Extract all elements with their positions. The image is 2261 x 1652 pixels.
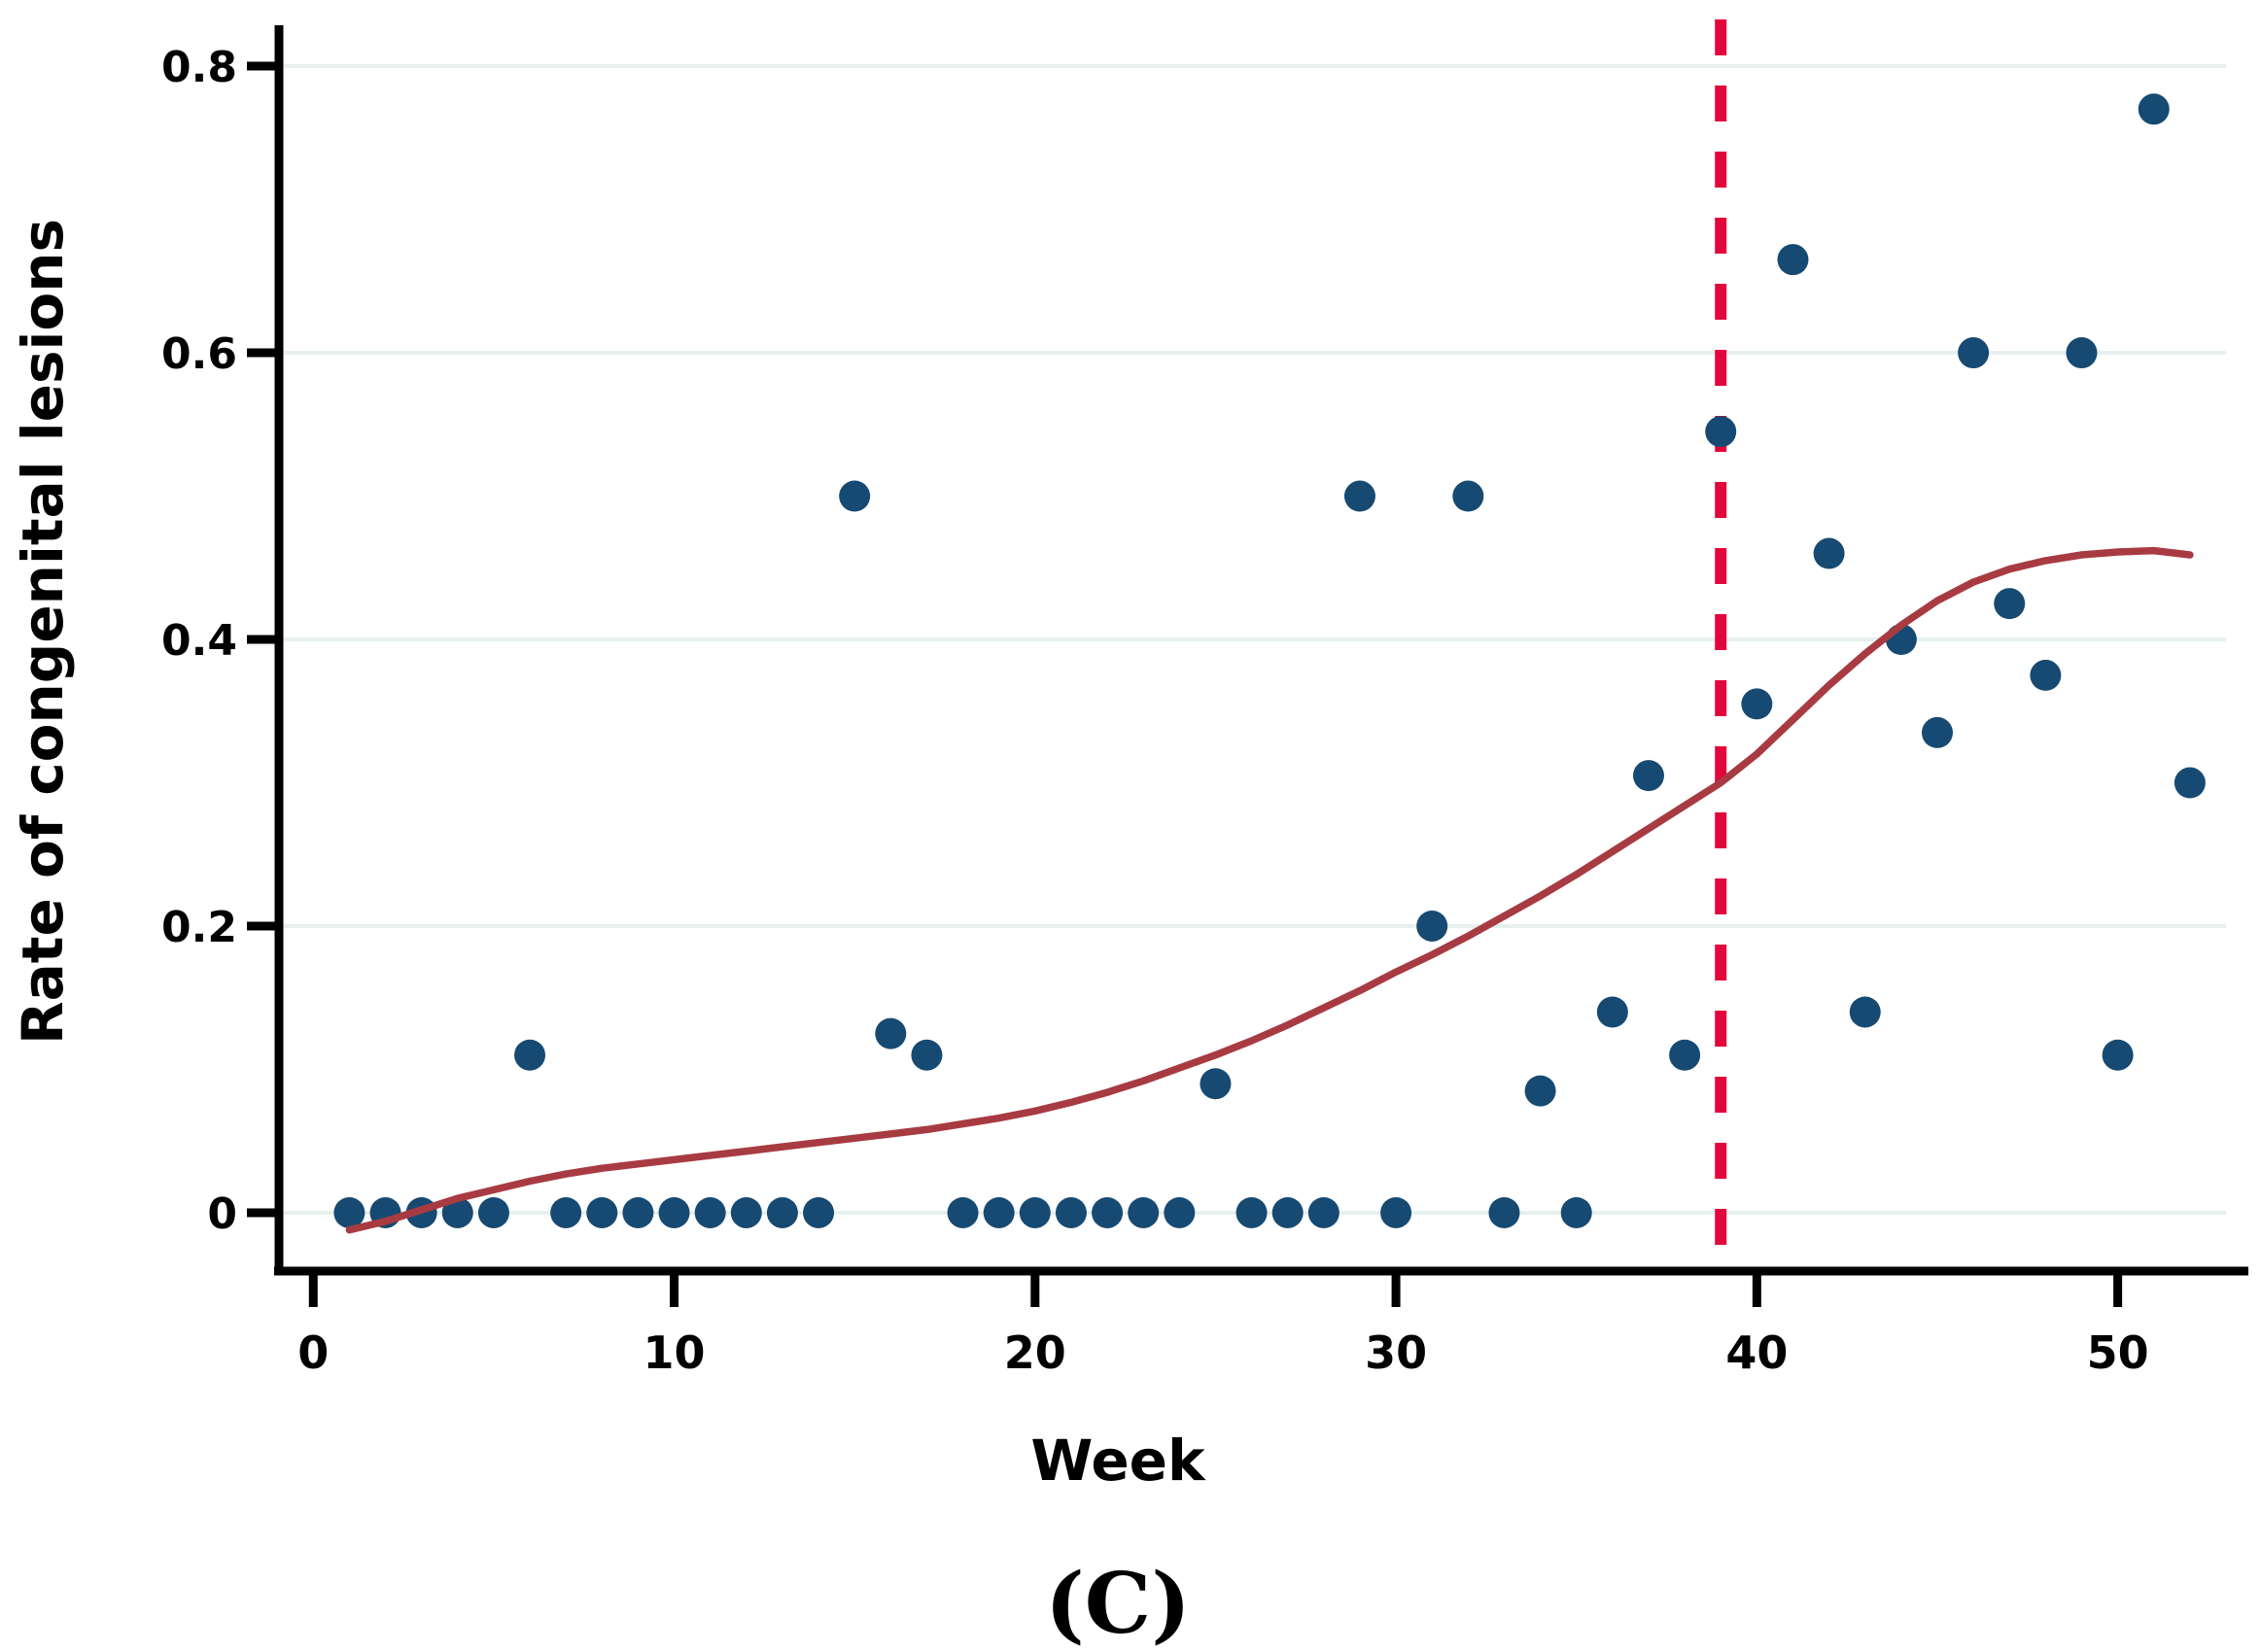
data-point-week-13 <box>766 1196 798 1228</box>
data-point-week-11 <box>694 1196 726 1228</box>
data-point-week-12 <box>730 1196 762 1228</box>
y-tick-label: 0 <box>207 1189 237 1239</box>
data-point-week-38 <box>1669 1039 1701 1071</box>
data-point-week-29 <box>1343 480 1375 512</box>
data-point-week-15 <box>839 480 871 512</box>
data-point-week-41 <box>1777 244 1809 276</box>
data-point-week-19 <box>983 1196 1015 1228</box>
gridlines-group <box>283 64 2226 1215</box>
data-point-week-9 <box>622 1196 654 1228</box>
data-point-week-26 <box>1235 1196 1268 1228</box>
data-point-week-21 <box>1055 1196 1087 1228</box>
data-point-week-36 <box>1596 996 1628 1028</box>
lowess-curve <box>345 546 2194 1234</box>
data-point-week-1 <box>333 1196 365 1228</box>
data-point-week-49 <box>2066 337 2098 369</box>
data-point-week-39 <box>1705 416 1737 448</box>
y-tick-label: 0.8 <box>161 43 237 92</box>
data-point-week-43 <box>1849 996 1881 1028</box>
scatter-points-group <box>333 93 2206 1228</box>
data-point-week-8 <box>586 1196 618 1228</box>
data-point-week-45 <box>1921 716 1953 748</box>
data-point-week-32 <box>1452 480 1484 512</box>
data-point-week-27 <box>1271 1196 1304 1228</box>
x-axis-title: Week <box>1030 1428 1206 1494</box>
x-tick-label: 20 <box>1004 1326 1066 1379</box>
data-point-week-51 <box>2138 93 2170 125</box>
data-point-week-30 <box>1380 1196 1412 1228</box>
y-tick-label: 0.6 <box>161 329 237 379</box>
x-ticks-group: 0 10 20 30 40 50 <box>297 1273 2149 1379</box>
data-point-week-28 <box>1307 1196 1339 1228</box>
x-tick-label: 50 <box>2087 1326 2149 1379</box>
data-point-week-23 <box>1128 1196 1160 1228</box>
y-axis-title: Rate of congenital lesions <box>10 219 76 1045</box>
data-point-week-18 <box>947 1196 979 1228</box>
data-point-week-33 <box>1488 1196 1520 1228</box>
data-point-week-16 <box>875 1017 907 1050</box>
data-point-week-42 <box>1813 537 1845 569</box>
data-point-week-24 <box>1164 1196 1196 1228</box>
data-point-week-7 <box>550 1196 582 1228</box>
data-point-week-6 <box>514 1039 546 1071</box>
data-point-week-31 <box>1416 910 1448 942</box>
data-point-week-10 <box>658 1196 690 1228</box>
x-tick-label: 0 <box>297 1326 329 1379</box>
figure-caption: (C) <box>1045 1555 1191 1652</box>
data-point-week-14 <box>803 1196 835 1228</box>
x-tick-label: 10 <box>644 1326 706 1379</box>
data-point-week-35 <box>1560 1196 1592 1228</box>
data-point-week-17 <box>911 1039 943 1071</box>
data-point-week-37 <box>1632 760 1664 792</box>
data-point-week-47 <box>1994 588 2026 620</box>
data-point-week-5 <box>477 1196 509 1228</box>
data-point-week-4 <box>441 1196 473 1228</box>
data-point-week-46 <box>1958 337 1990 369</box>
data-point-week-52 <box>2174 767 2206 799</box>
data-point-week-22 <box>1092 1196 1124 1228</box>
x-tick-label: 30 <box>1365 1326 1427 1379</box>
data-point-week-34 <box>1524 1075 1556 1107</box>
data-point-week-40 <box>1741 688 1773 720</box>
y-tick-label: 0.2 <box>161 903 237 952</box>
data-point-week-25 <box>1200 1068 1232 1100</box>
y-ticks-group: 0 0.2 0.4 0.6 0.8 <box>161 43 280 1239</box>
y-tick-label: 0.4 <box>161 616 237 666</box>
data-point-week-48 <box>2030 659 2062 691</box>
data-point-week-50 <box>2102 1039 2134 1071</box>
data-point-week-20 <box>1019 1196 1051 1228</box>
x-tick-label: 40 <box>1725 1326 1788 1379</box>
